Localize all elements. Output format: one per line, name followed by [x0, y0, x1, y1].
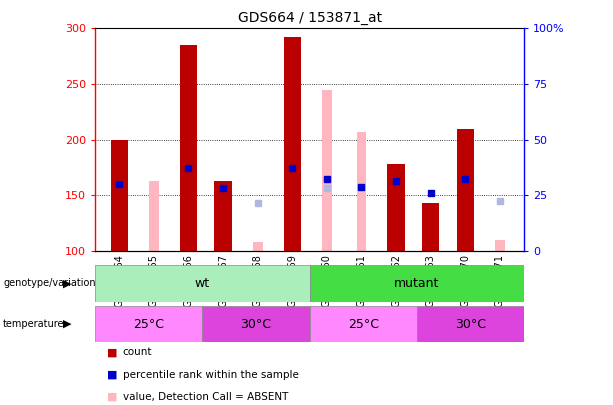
Bar — [215, 181, 232, 251]
Bar — [422, 203, 440, 251]
Bar — [310, 265, 524, 302]
Text: ▶: ▶ — [63, 279, 72, 288]
Text: ▶: ▶ — [63, 319, 72, 329]
Text: 25°C: 25°C — [133, 318, 164, 330]
Bar — [310, 306, 417, 342]
Bar — [253, 242, 262, 251]
Bar — [110, 140, 128, 251]
Title: GDS664 / 153871_at: GDS664 / 153871_at — [237, 11, 382, 25]
Text: wt: wt — [195, 277, 210, 290]
Bar — [387, 164, 405, 251]
Bar — [495, 240, 504, 251]
Text: ■: ■ — [107, 370, 118, 379]
Bar — [284, 37, 301, 251]
Text: count: count — [123, 347, 152, 357]
Bar — [95, 265, 310, 302]
Text: 25°C: 25°C — [348, 318, 379, 330]
Text: 30°C: 30°C — [240, 318, 272, 330]
Text: genotype/variation: genotype/variation — [3, 279, 96, 288]
Bar — [417, 306, 524, 342]
Text: value, Detection Call = ABSENT: value, Detection Call = ABSENT — [123, 392, 288, 402]
Text: temperature: temperature — [3, 319, 64, 329]
Bar — [357, 132, 367, 251]
Bar — [149, 181, 159, 251]
Bar — [457, 128, 474, 251]
Text: percentile rank within the sample: percentile rank within the sample — [123, 370, 299, 379]
Text: ■: ■ — [107, 392, 118, 402]
Bar — [95, 306, 202, 342]
Bar — [180, 45, 197, 251]
Text: 30°C: 30°C — [455, 318, 486, 330]
Text: ■: ■ — [107, 347, 118, 357]
Text: mutant: mutant — [394, 277, 440, 290]
Bar — [202, 306, 310, 342]
Bar — [322, 90, 332, 251]
